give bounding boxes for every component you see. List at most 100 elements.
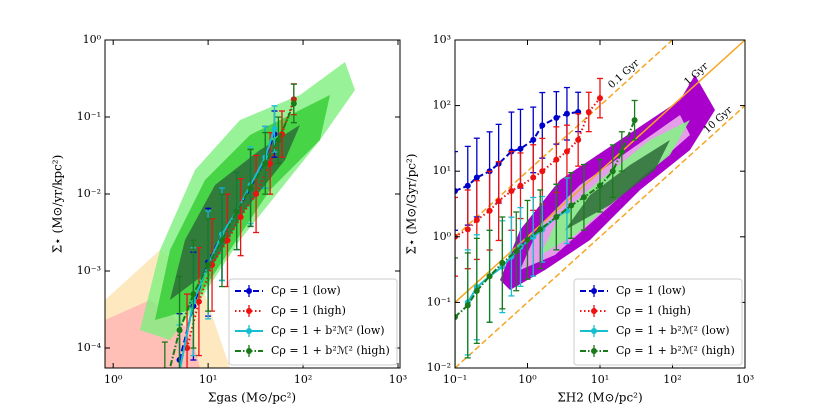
point xyxy=(517,145,524,152)
point xyxy=(271,125,278,132)
y-tick-label: 10⁰ xyxy=(433,230,452,243)
point xyxy=(275,137,282,144)
legend-swatch xyxy=(246,308,252,314)
x-tick-label: 10⁻¹ xyxy=(443,373,467,386)
x-axis-label: ΣH2 (M⊙/pc²) xyxy=(557,391,642,405)
point xyxy=(253,191,260,198)
y-tick-label: 10⁻² xyxy=(427,361,451,374)
point xyxy=(539,168,546,175)
y-tick-label: 10⁻³ xyxy=(77,264,101,277)
point xyxy=(631,117,638,124)
point xyxy=(495,198,502,205)
point xyxy=(473,217,480,224)
point xyxy=(517,182,524,189)
legend-swatch xyxy=(591,348,597,354)
x-axis-label: Σgas (M⊙/pc²) xyxy=(208,391,296,405)
x-tick-label: 10³ xyxy=(736,373,754,386)
point xyxy=(262,160,269,167)
point xyxy=(597,95,603,102)
series-line xyxy=(168,103,295,368)
point xyxy=(508,187,515,194)
y-tick-label: 10⁰ xyxy=(83,33,102,46)
legend-swatch xyxy=(591,328,597,334)
legend-label: Cρ = 1 + b²ℳ² (low) xyxy=(616,324,730,337)
density-contours xyxy=(500,75,715,290)
x-tick-label: 10¹ xyxy=(199,373,217,386)
series-line xyxy=(455,119,636,318)
point xyxy=(190,291,197,298)
legend-box xyxy=(573,278,743,366)
point xyxy=(580,194,587,201)
point xyxy=(597,182,603,189)
point xyxy=(473,174,480,181)
legend-box xyxy=(228,278,398,366)
point xyxy=(575,136,582,143)
legend-swatch xyxy=(591,288,597,294)
series-line xyxy=(455,110,579,192)
point xyxy=(486,207,493,214)
point xyxy=(162,385,168,391)
legend-label: Cρ = 1 + b²ℳ² (low) xyxy=(271,324,385,337)
plot-area xyxy=(161,83,297,391)
x-tick-label: 10⁰ xyxy=(518,373,537,386)
point xyxy=(563,110,570,117)
point xyxy=(267,160,274,167)
point xyxy=(473,287,480,294)
point xyxy=(553,156,560,163)
point xyxy=(563,148,570,155)
point xyxy=(464,302,471,309)
x-tick-label: 10⁰ xyxy=(104,373,123,386)
point xyxy=(455,313,458,320)
point xyxy=(553,214,560,221)
x-tick-label: 10¹ xyxy=(591,373,609,386)
y-axis-label: Σ̇⋆ (M⊙/Gyr/pc²) xyxy=(405,154,419,255)
point xyxy=(537,226,544,233)
point xyxy=(530,233,537,240)
y-tick-label: 10⁻⁴ xyxy=(77,341,102,354)
point xyxy=(247,184,254,191)
y-tick-label: 10⁻² xyxy=(77,187,101,200)
y-tick-label: 10³ xyxy=(433,33,451,46)
legend-swatch xyxy=(246,288,252,294)
legend-swatch xyxy=(246,348,252,354)
point xyxy=(553,114,560,121)
legend-swatch xyxy=(591,308,597,314)
point xyxy=(618,148,625,155)
point xyxy=(290,100,297,107)
x-tick-label: 10³ xyxy=(389,373,407,386)
point xyxy=(455,187,458,194)
legend-label: Cρ = 1 + b²ℳ² (high) xyxy=(271,344,390,357)
point xyxy=(609,168,616,175)
x-tick-label: 10² xyxy=(294,373,312,386)
axes-frame xyxy=(104,39,401,369)
point xyxy=(184,345,191,352)
point xyxy=(530,136,537,143)
point xyxy=(464,226,471,233)
point xyxy=(195,298,202,305)
point xyxy=(499,259,506,266)
legend-label: Cρ = 1 (high) xyxy=(271,304,346,317)
legend-label: Cρ = 1 (high) xyxy=(616,304,691,317)
point xyxy=(176,327,183,334)
reference-line xyxy=(455,40,674,238)
reference-line xyxy=(455,105,745,368)
point xyxy=(237,214,244,221)
point xyxy=(568,202,575,209)
point xyxy=(539,122,546,129)
y-tick-label: 10² xyxy=(433,99,451,112)
point xyxy=(224,237,231,244)
point xyxy=(486,273,493,280)
y-axis-label: Σ̇⋆ (M⊙/yr/kpc²) xyxy=(51,155,65,254)
legend-label: Cρ = 1 (low) xyxy=(616,284,686,297)
y-tick-label: 10¹ xyxy=(433,164,451,177)
point xyxy=(530,174,537,181)
legend-label: Cρ = 1 (low) xyxy=(271,284,341,297)
legend-label: Cρ = 1 + b²ℳ² (high) xyxy=(616,344,735,357)
point xyxy=(585,108,592,115)
point xyxy=(464,182,471,189)
point xyxy=(233,208,240,215)
point xyxy=(205,261,212,268)
point xyxy=(513,248,520,255)
reference-line-label: 0.1 Gyr xyxy=(606,58,641,91)
x-tick-label: 10² xyxy=(663,373,681,386)
